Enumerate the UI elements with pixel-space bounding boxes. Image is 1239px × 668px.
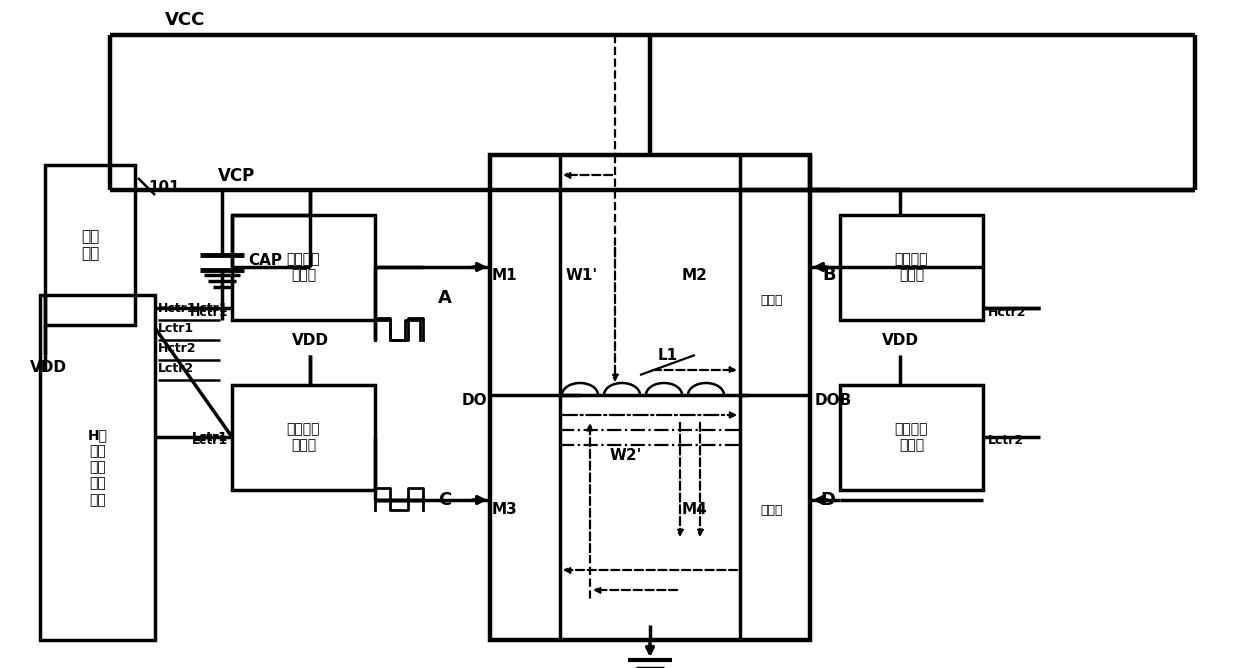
- Text: L1: L1: [658, 347, 678, 363]
- Text: VCC: VCC: [165, 11, 206, 29]
- Text: Lctr1: Lctr1: [159, 321, 195, 335]
- Text: 左下管驱
动电路: 左下管驱 动电路: [286, 422, 320, 453]
- Text: C: C: [439, 491, 452, 509]
- Bar: [232, 215, 375, 320]
- Text: Hctr1: Hctr1: [190, 305, 228, 319]
- Bar: [840, 385, 983, 490]
- Text: M3: M3: [492, 502, 518, 518]
- Text: 右上管驱
动电路: 右上管驱 动电路: [895, 253, 928, 283]
- Bar: [840, 215, 983, 320]
- Bar: [489, 155, 810, 640]
- Text: D: D: [820, 491, 835, 509]
- Text: VDD: VDD: [291, 333, 328, 348]
- Text: M4: M4: [681, 502, 707, 518]
- Text: 高电平: 高电平: [760, 504, 783, 516]
- Text: M1: M1: [492, 267, 518, 283]
- Bar: [45, 165, 135, 325]
- Text: DOB: DOB: [815, 393, 852, 407]
- Text: H桥
驱动
信号
产生
电路: H桥 驱动 信号 产生 电路: [88, 428, 108, 507]
- Text: Lctr2: Lctr2: [159, 361, 195, 375]
- Text: DO: DO: [461, 393, 487, 407]
- Text: W1': W1': [566, 267, 598, 283]
- Text: 低电平: 低电平: [760, 293, 783, 307]
- Text: Lctr2: Lctr2: [987, 434, 1025, 446]
- Text: M2: M2: [681, 267, 707, 283]
- Text: CAP: CAP: [248, 253, 282, 267]
- Text: B: B: [821, 266, 835, 284]
- Text: VCP: VCP: [218, 167, 255, 185]
- Text: W2': W2': [610, 448, 642, 462]
- Text: VDD: VDD: [881, 333, 918, 348]
- Text: 右下管驱
动电路: 右下管驱 动电路: [895, 422, 928, 453]
- Text: Hctr2: Hctr2: [987, 305, 1026, 319]
- Text: Lctr1: Lctr1: [192, 430, 228, 444]
- Text: 左上管驱
动电路: 左上管驱 动电路: [286, 253, 320, 283]
- Text: A: A: [439, 289, 452, 307]
- Text: Lctr1: Lctr1: [192, 434, 228, 446]
- Text: Hctr1: Hctr1: [159, 301, 197, 315]
- Bar: [40, 295, 155, 640]
- Text: 101: 101: [147, 180, 180, 194]
- Text: VDD: VDD: [30, 360, 67, 375]
- Text: 升压
电路: 升压 电路: [81, 229, 99, 261]
- Text: Lctr1: Lctr1: [192, 430, 228, 444]
- Text: Hctr2: Hctr2: [159, 341, 197, 355]
- Text: Hctr1: Hctr1: [190, 301, 228, 315]
- Bar: [232, 385, 375, 490]
